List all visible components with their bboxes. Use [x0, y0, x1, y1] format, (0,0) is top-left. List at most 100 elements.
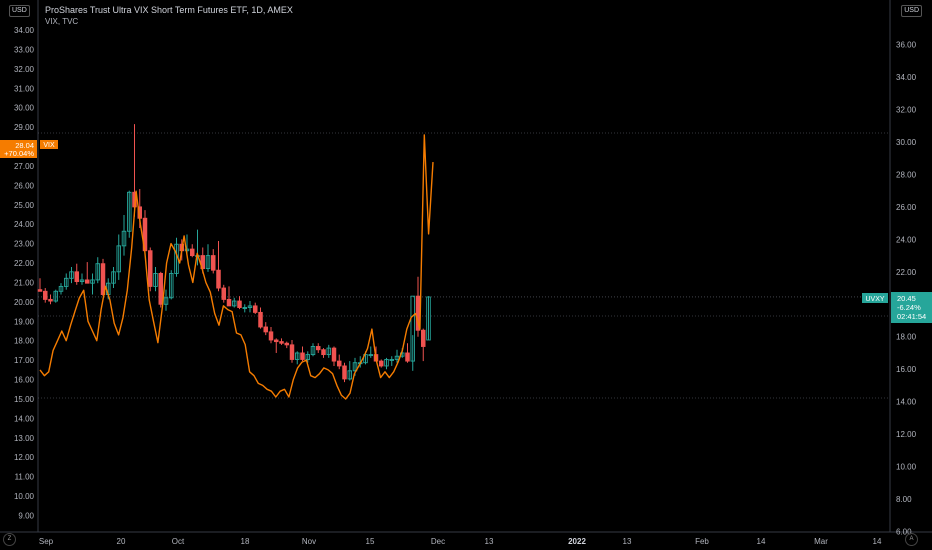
- time-tick-label: 15: [366, 537, 375, 546]
- candle: [69, 266, 74, 284]
- right-tick-label: 26.00: [896, 203, 917, 212]
- candle-body: [394, 355, 400, 360]
- candle: [295, 351, 300, 365]
- left-tick-label: 27.00: [14, 162, 35, 171]
- candle-body: [147, 250, 153, 287]
- left-tick-label: 33.00: [14, 45, 35, 54]
- left-tick-label: 25.00: [14, 201, 35, 210]
- uvxy-symbol-box: [862, 293, 888, 303]
- candle-body: [405, 352, 410, 362]
- candle-body: [242, 307, 247, 309]
- candle: [300, 346, 305, 362]
- candle-body: [58, 285, 64, 292]
- candle-body: [63, 277, 69, 287]
- time-tick-label: Oct: [172, 537, 185, 546]
- time-tick-label: Nov: [302, 537, 316, 546]
- candle: [231, 297, 237, 308]
- candle: [126, 190, 132, 238]
- candle: [347, 361, 353, 381]
- uvxy-symbol: UVXY: [865, 296, 884, 303]
- time-tick-label: 13: [485, 537, 494, 546]
- vix-symbol: VIX: [43, 142, 55, 149]
- candle: [337, 354, 342, 370]
- candle-body: [37, 289, 43, 292]
- candle-body: [289, 344, 295, 360]
- candle: [321, 348, 326, 358]
- left-tick-label: 22.00: [14, 259, 35, 268]
- candle-body: [221, 287, 226, 300]
- candle-body: [121, 230, 127, 247]
- candle-body: [316, 346, 321, 351]
- candle: [237, 296, 242, 310]
- right-tick-label: 8.00: [896, 495, 912, 504]
- candle: [90, 273, 95, 295]
- time-tick-label: 18: [241, 537, 250, 546]
- candle: [242, 304, 247, 313]
- candle-body: [342, 365, 347, 380]
- candle: [316, 343, 321, 353]
- left-tick-label: 10.00: [14, 492, 35, 501]
- overlay-legend[interactable]: VIX, TVC: [45, 17, 79, 26]
- candle-body: [384, 359, 389, 367]
- time-tick-label: 2022: [568, 537, 586, 546]
- candle: [284, 341, 290, 349]
- time-axis[interactable]: Sep 20 Oct 18 Nov 15 Dec 13 2022 13 Feb 14 Mar 14: [39, 537, 882, 546]
- candle-body: [310, 346, 316, 356]
- candle-body: [79, 279, 85, 283]
- left-price-axis[interactable]: 9.00 10.00 11.00 12.00 13.00 14.00 15.00 16.00 1…: [14, 26, 35, 521]
- time-tick-label: 13: [623, 537, 632, 546]
- left-tick-label: 16.00: [14, 376, 35, 385]
- auto-scale-icon[interactable]: A: [905, 533, 918, 546]
- vix-line-series: [39, 134, 434, 400]
- candle: [421, 328, 426, 362]
- candle: [100, 258, 106, 297]
- time-tick-label: Mar: [814, 537, 828, 546]
- candle-body: [163, 297, 169, 305]
- candle: [394, 349, 400, 363]
- candle: [389, 356, 395, 366]
- left-tick-label: 17.00: [14, 356, 35, 365]
- uvxy-candles: [37, 124, 431, 383]
- candle-body: [279, 341, 284, 344]
- candle: [263, 322, 269, 336]
- left-tick-label: 13.00: [14, 434, 35, 443]
- candle: [310, 343, 316, 357]
- right-tick-label: 32.00: [896, 106, 917, 115]
- right-currency-badge[interactable]: USD: [901, 5, 922, 17]
- candle: [53, 289, 59, 303]
- right-tick-label: 6.00: [896, 528, 912, 537]
- candle: [247, 301, 253, 313]
- candle: [58, 283, 64, 295]
- candle-body: [158, 272, 163, 305]
- candle: [210, 249, 216, 274]
- goto-date-icon[interactable]: Z: [3, 533, 16, 546]
- left-currency-badge[interactable]: USD: [9, 5, 30, 17]
- candle: [111, 266, 116, 289]
- candle-body: [331, 347, 337, 362]
- candle-body: [247, 305, 253, 308]
- candle: [79, 273, 85, 285]
- candle-body: [95, 263, 100, 281]
- candle: [95, 257, 100, 284]
- vix-price-change: +70.04%: [4, 149, 34, 158]
- right-tick-label: 10.00: [896, 463, 917, 472]
- time-tick-label: Feb: [695, 537, 709, 546]
- left-tick-label: 24.00: [14, 220, 35, 229]
- candle-body: [210, 255, 216, 271]
- candle-body: [90, 279, 95, 284]
- uvxy-price-box: [891, 292, 932, 323]
- candle: [410, 295, 416, 371]
- vix-line: [39, 134, 434, 400]
- left-tick-label: 32.00: [14, 65, 35, 74]
- candle-body: [43, 290, 48, 300]
- candle-body: [231, 300, 237, 307]
- right-tick-label: 22.00: [896, 268, 917, 277]
- candle-body: [111, 271, 116, 284]
- left-tick-label: 21.00: [14, 278, 35, 287]
- candle-body: [53, 290, 59, 302]
- candle-body: [126, 191, 132, 232]
- right-tick-label: 14.00: [896, 398, 917, 407]
- candle: [405, 343, 410, 363]
- right-tick-label: 36.00: [896, 41, 917, 50]
